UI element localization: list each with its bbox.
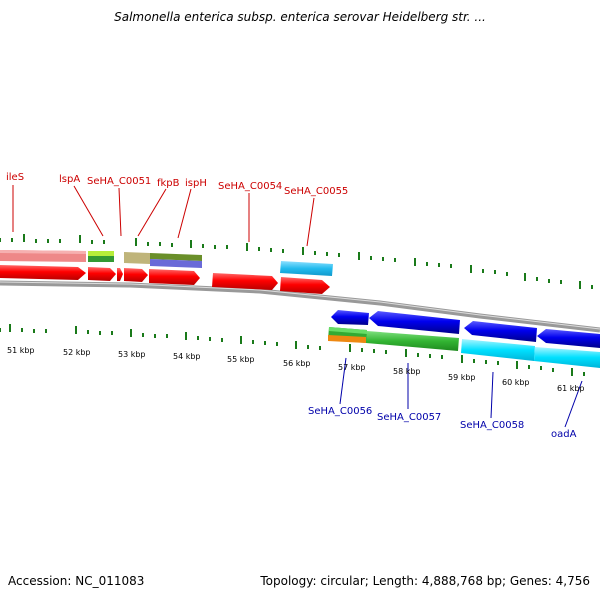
gene-label-seha-c0051[interactable]: SeHA_C0051	[87, 176, 151, 187]
gene-label-seha-c0058[interactable]: SeHA_C0058	[460, 420, 524, 431]
gene-label-isph[interactable]: ispH	[185, 178, 207, 189]
gene-label-seha-c0054[interactable]: SeHA_C0054	[218, 181, 282, 192]
gene-label-fkpb[interactable]: fkpB	[157, 178, 180, 189]
genome-backbone	[0, 280, 600, 333]
kbp-label-53: 53 kbp	[118, 350, 146, 359]
forward-feature-track	[0, 250, 333, 276]
kbp-label-51: 51 kbp	[7, 346, 35, 355]
gene-label-iles[interactable]: ileS	[6, 172, 24, 183]
gene-label-seha-c0057[interactable]: SeHA_C0057	[377, 412, 441, 423]
genome-summary-text: Topology: circular; Length: 4,888,768 bp…	[260, 574, 590, 588]
gene-label-oada[interactable]: oadA	[551, 429, 577, 440]
kbp-label-59: 59 kbp	[448, 373, 476, 382]
accession-text: Accession: NC_011083	[8, 574, 145, 588]
gene-label-lspa[interactable]: lspA	[59, 174, 80, 185]
lower-tick-track	[0, 324, 585, 376]
reverse-gene-arrows	[331, 310, 600, 348]
kbp-label-52: 52 kbp	[63, 348, 91, 357]
forward-callout-lines	[12, 185, 315, 247]
gene-label-seha-c0056[interactable]: SeHA_C0056	[308, 406, 372, 417]
kbp-label-58: 58 kbp	[393, 367, 421, 376]
gene-label-seha-c0055[interactable]: SeHA_C0055	[284, 186, 348, 197]
kbp-label-55: 55 kbp	[227, 355, 255, 364]
reverse-callout-lines	[339, 357, 583, 428]
kbp-label-61: 61 kbp	[557, 384, 585, 393]
kbp-label-56: 56 kbp	[283, 359, 311, 368]
kbp-label-54: 54 kbp	[173, 352, 201, 361]
kbp-label-60: 60 kbp	[502, 378, 530, 387]
upper-tick-track	[0, 234, 593, 289]
forward-gene-arrows	[0, 265, 330, 294]
reverse-feature-track	[328, 327, 600, 368]
map-title: Salmonella enterica subsp. enterica sero…	[114, 10, 486, 24]
kbp-label-57: 57 kbp	[338, 363, 366, 372]
